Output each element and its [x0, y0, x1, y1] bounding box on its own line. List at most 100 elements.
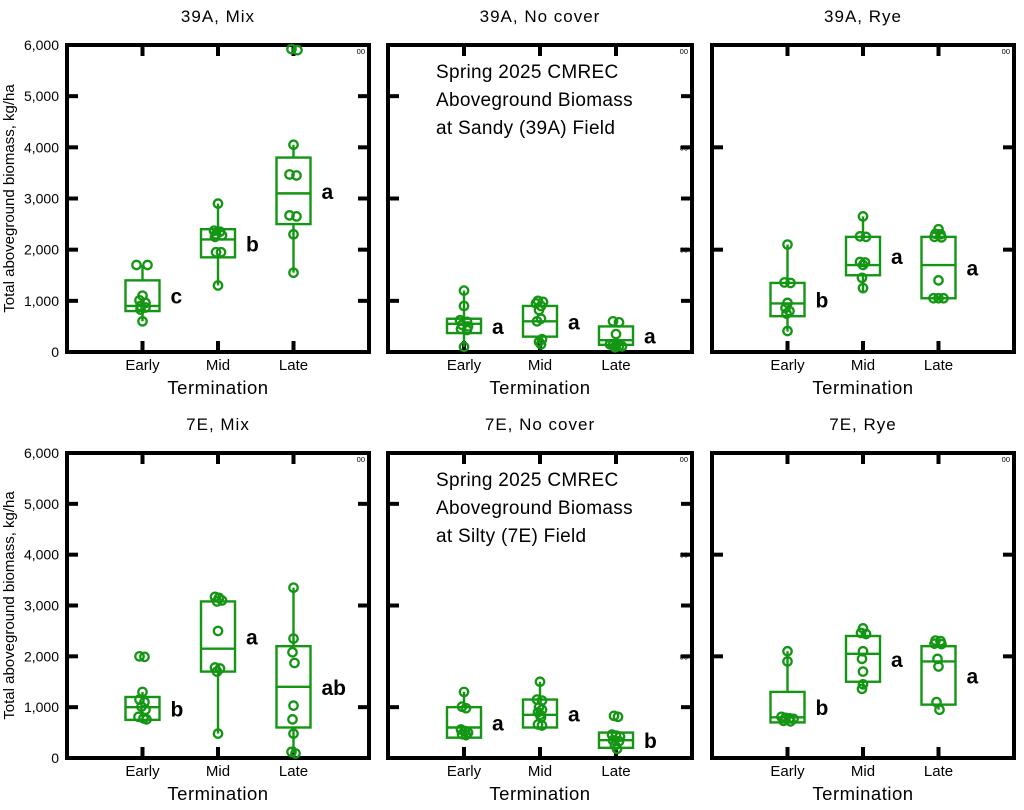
data-point [215, 246, 227, 258]
data-point [933, 661, 944, 672]
x-tick-label: Early [447, 763, 482, 780]
data-point [287, 646, 298, 658]
right-axis-artifact-label: 00 [357, 455, 365, 464]
y-tick-label: 2,000 [24, 242, 59, 258]
annotation-line: Spring 2025 CMREC [436, 470, 619, 491]
x-axis-title: Termination [812, 377, 913, 398]
significance-letter: a [967, 258, 979, 281]
significance-letter: a [891, 246, 903, 269]
x-tick-label: Mid [206, 357, 230, 374]
boxplot-mid: b [199, 198, 259, 291]
data-point [938, 292, 949, 304]
data-point [287, 714, 298, 725]
x-axis-title: Termination [489, 377, 590, 398]
plot-frame [386, 451, 694, 760]
x-axis-title: Termination [167, 377, 268, 398]
right-axis-artifact-label: 00 [680, 143, 688, 152]
boxplot-early: b [769, 239, 828, 337]
data-point [455, 323, 467, 335]
x-tick-label: Late [279, 357, 308, 374]
box [844, 235, 882, 277]
y-tick-label: 4,000 [24, 139, 59, 155]
x-tick-label: Early [125, 357, 160, 374]
data-point [779, 277, 790, 288]
x-tick-label: Mid [851, 763, 875, 780]
data-point [782, 239, 793, 250]
x-tick-label: Late [601, 357, 630, 374]
data-point [212, 280, 224, 291]
right-axis-artifact-label: 00 [357, 47, 365, 56]
data-point [288, 267, 299, 279]
boxplot-early: c [124, 259, 183, 327]
data-point [778, 715, 789, 727]
boxplot-late: ab [275, 582, 346, 759]
right-axis-artifact-label: 00 [680, 246, 688, 255]
data-point [292, 44, 303, 56]
data-point [461, 324, 473, 336]
significance-letter: b [644, 730, 657, 753]
y-tick-label: 6,000 [24, 37, 59, 53]
plot-frame [710, 43, 1016, 354]
x-tick-label: Late [924, 357, 953, 374]
data-point [857, 678, 869, 690]
data-point [284, 210, 295, 221]
panel-title: 39A, Rye [824, 7, 902, 26]
data-point [288, 228, 299, 240]
data-point [857, 211, 869, 222]
y-tick-label: 1,000 [24, 699, 59, 715]
x-tick-label: Late [601, 763, 630, 780]
data-point [929, 638, 940, 649]
box [920, 235, 957, 300]
data-point [535, 338, 547, 350]
data-point [291, 170, 302, 181]
x-tick-label: Early [447, 357, 482, 374]
y-tick-label: 4,000 [24, 547, 59, 563]
data-point [288, 582, 299, 594]
data-point [288, 139, 299, 151]
data-point [135, 304, 146, 315]
significance-letter: c [171, 286, 183, 309]
data-point [936, 232, 947, 243]
y-tick-label: 3,000 [24, 191, 59, 207]
data-point [610, 328, 622, 340]
x-axis-title: Termination [167, 783, 268, 804]
boxplot-mid: a [199, 591, 258, 739]
significance-letter: a [644, 326, 656, 349]
data-point [460, 729, 472, 741]
data-point [458, 300, 470, 312]
data-point [458, 285, 470, 296]
boxplot-mid: a [844, 623, 903, 695]
plot-frame [386, 43, 694, 354]
data-point [607, 315, 619, 327]
data-point [928, 292, 939, 304]
annotation-line: at Sandy (39A) Field [436, 118, 615, 139]
data-point [291, 211, 302, 222]
y-tick-label: 0 [51, 344, 59, 360]
data-point [141, 714, 152, 725]
panel-39a-no-cover: 39A, No cover Early Mid Late Termination 00 00… [386, 7, 694, 398]
data-point [216, 595, 228, 606]
annotation-line: Aboveground Biomass [436, 498, 633, 519]
plot-frame [65, 43, 371, 354]
boxplot-early: b [124, 650, 183, 725]
box [275, 156, 312, 226]
data-point [929, 231, 940, 243]
panel-title: 7E, Rye [829, 415, 896, 434]
y-tick-label: 1,000 [24, 293, 59, 309]
data-point [458, 341, 470, 353]
significance-letter: a [891, 649, 903, 672]
boxplot-late: a [920, 223, 979, 304]
data-point [857, 666, 869, 677]
data-point [936, 638, 947, 650]
data-point [785, 716, 796, 727]
data-point [289, 657, 300, 669]
data-point [137, 315, 148, 327]
significance-letter: a [568, 704, 580, 727]
panel-7e-mix: 7E, Mix Early Mid Late Termination 00 6,000 5,0… [1, 415, 371, 804]
data-point [613, 316, 625, 328]
y-tick-label: 5,000 [24, 496, 59, 512]
x-tick-label: Mid [851, 357, 875, 374]
data-point [934, 704, 945, 716]
data-point [856, 653, 868, 665]
